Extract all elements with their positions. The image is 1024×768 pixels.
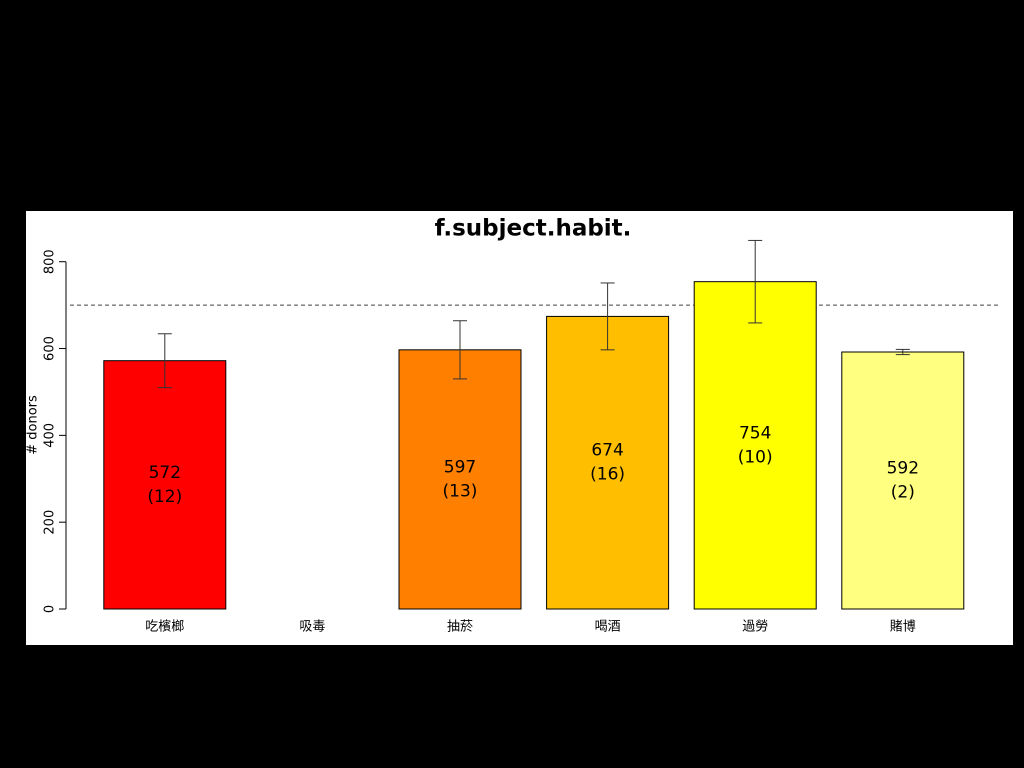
value-label: 674	[591, 441, 623, 461]
count-label: (10)	[738, 447, 773, 467]
bar	[103, 360, 227, 610]
bar	[546, 315, 670, 610]
x-tick-label: 賭博	[890, 620, 916, 635]
y-tick-label: 800	[43, 249, 58, 274]
y-tick-label: 0	[43, 605, 58, 613]
bar	[841, 351, 965, 610]
x-tick-label: 吃檳榔	[145, 619, 184, 635]
value-label: 572	[149, 463, 181, 483]
count-label: (2)	[891, 483, 915, 503]
value-label: 597	[444, 457, 476, 477]
value-label: 592	[887, 459, 919, 479]
count-label: (12)	[147, 487, 182, 507]
bar	[398, 349, 522, 610]
chart-title: f.subject.habit.	[435, 216, 632, 242]
y-tick-label: 400	[43, 423, 58, 448]
x-tick-label: 過勞	[742, 620, 768, 635]
x-tick-label: 喝酒	[595, 620, 621, 635]
x-tick-label: 吸毒	[299, 620, 325, 635]
count-label: (13)	[443, 481, 478, 501]
y-tick-label: 600	[43, 336, 58, 361]
y-axis-label: # donors	[26, 395, 41, 455]
y-tick-label: 200	[43, 510, 58, 535]
count-label: (16)	[590, 465, 625, 485]
bar	[693, 281, 817, 610]
value-label: 754	[739, 423, 771, 443]
x-tick-label: 抽菸	[447, 620, 473, 635]
